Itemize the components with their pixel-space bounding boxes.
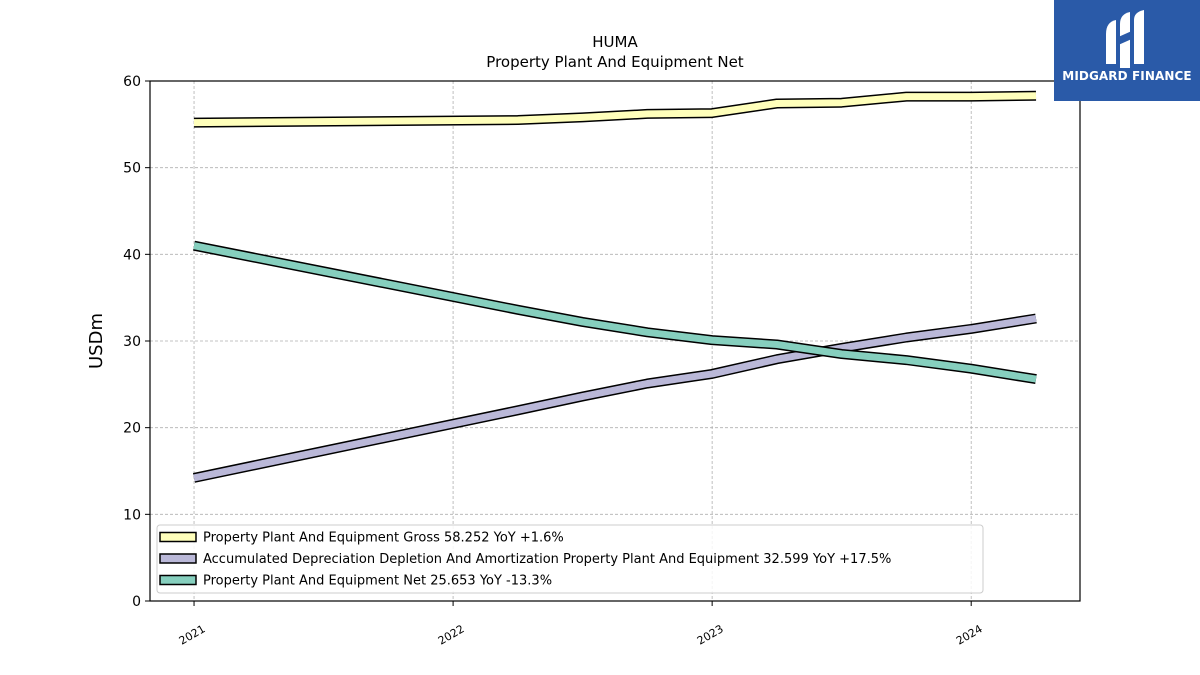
legend-label-2: Accumulated Depreciation Depletion And A… (203, 552, 891, 567)
x-tick-label: 2021 (177, 622, 208, 647)
x-tick-label: 2022 (436, 622, 467, 647)
legend-box (156, 524, 984, 594)
y-tick-label: 40 (123, 247, 141, 263)
y-tick-label: 10 (123, 507, 141, 523)
series-line-3 (193, 242, 1037, 383)
y-tick-label: 50 (123, 161, 141, 177)
logo-text: MIDGARD FINANCE (1062, 69, 1192, 83)
legend-swatch-1 (159, 531, 197, 543)
legend-label-1: Property Plant And Equipment Gross 58.25… (203, 531, 564, 546)
legend-swatch-2 (159, 553, 197, 564)
series-line-2 (193, 315, 1037, 482)
y-tick-label: 30 (123, 334, 141, 350)
midgard-finance-logo: MIDGARD FINANCE (1054, 0, 1200, 101)
x-tick-label: 2024 (954, 622, 985, 647)
y-tick-label: 60 (123, 74, 141, 90)
legend-swatch-3 (159, 574, 197, 586)
midgard-logo-icon (1106, 10, 1144, 68)
chart-subtitle: Property Plant And Equipment Net (486, 53, 744, 71)
legend-label-3: Property Plant And Equipment Net 25.653 … (203, 574, 552, 589)
y-tick-label: 0 (132, 594, 141, 610)
chart-title: HUMA (592, 33, 638, 51)
y-tick-label: 20 (123, 421, 141, 437)
series-line-1 (193, 92, 1037, 127)
x-tick-label: 2023 (695, 622, 726, 647)
y-axis-label: USDm (86, 313, 107, 369)
